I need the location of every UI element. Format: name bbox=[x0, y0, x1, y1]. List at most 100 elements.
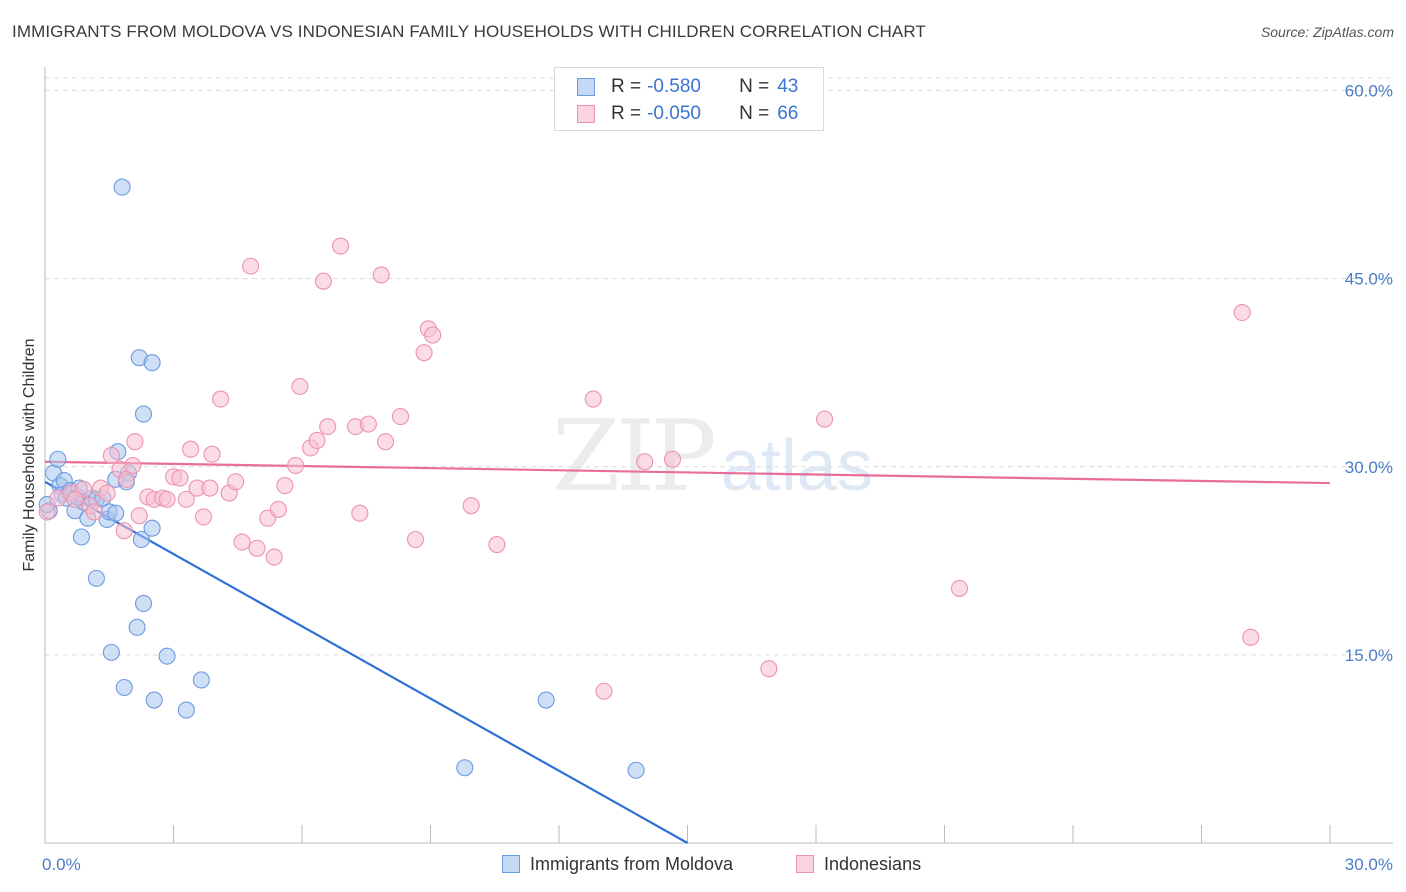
data-point bbox=[115, 678, 133, 697]
data-point bbox=[145, 691, 163, 709]
data-point bbox=[115, 522, 133, 540]
data-point bbox=[816, 410, 834, 428]
data-point bbox=[130, 507, 148, 525]
data-point bbox=[124, 456, 142, 475]
data-point bbox=[158, 490, 176, 508]
y-tick-label: 30.0% bbox=[1345, 458, 1393, 477]
legend-n-label: N = bbox=[739, 103, 770, 124]
data-point bbox=[663, 450, 682, 468]
data-point bbox=[132, 530, 150, 549]
data-point bbox=[227, 473, 245, 491]
data-point bbox=[87, 569, 105, 587]
data-point bbox=[203, 445, 221, 463]
data-point bbox=[1242, 628, 1260, 646]
data-point bbox=[391, 408, 410, 426]
data-point bbox=[760, 660, 778, 678]
data-point bbox=[359, 415, 377, 433]
data-point bbox=[102, 446, 120, 465]
data-point bbox=[456, 759, 474, 777]
data-point bbox=[177, 701, 195, 719]
data-point bbox=[134, 405, 153, 423]
data-point bbox=[49, 450, 67, 468]
data-point bbox=[376, 433, 395, 451]
data-point bbox=[102, 643, 120, 661]
x-tick-label: 30.0% bbox=[1345, 855, 1393, 874]
data-point bbox=[406, 530, 425, 549]
data-point bbox=[72, 528, 90, 546]
data-point bbox=[462, 497, 480, 515]
data-points bbox=[38, 178, 1260, 779]
bottom-legend-label-indonesians: Indonesians bbox=[824, 853, 922, 874]
bottom-legend-indonesians: Indonesians bbox=[796, 852, 921, 876]
bottom-legend-swatch-indonesians bbox=[796, 855, 814, 873]
y-tick-label: 45.0% bbox=[1345, 270, 1393, 289]
data-point bbox=[158, 647, 176, 665]
data-point bbox=[38, 503, 56, 521]
data-point bbox=[212, 390, 230, 408]
data-point bbox=[248, 539, 266, 557]
data-point bbox=[595, 682, 613, 700]
grid-lines bbox=[45, 77, 1393, 656]
data-point bbox=[488, 535, 506, 554]
legend-swatch-moldova bbox=[577, 78, 595, 96]
data-point bbox=[287, 456, 305, 475]
data-point bbox=[143, 354, 161, 372]
data-point bbox=[192, 671, 210, 689]
watermark: ZIP atlas bbox=[552, 400, 873, 514]
trend-line-moldova bbox=[44, 480, 689, 844]
data-point bbox=[269, 500, 287, 518]
watermark-atlas: atlas bbox=[720, 426, 873, 506]
trend-lines bbox=[44, 460, 1331, 844]
data-point bbox=[128, 618, 146, 636]
legend-swatch-indonesians bbox=[577, 105, 595, 123]
data-point bbox=[265, 548, 283, 566]
bottom-legend-swatch-moldova bbox=[502, 855, 520, 873]
legend-n-label: N = bbox=[739, 76, 770, 97]
data-point bbox=[134, 594, 153, 613]
legend-row-moldova: R = -0.580 N = 43 bbox=[577, 76, 798, 98]
data-point bbox=[201, 479, 219, 497]
data-point bbox=[233, 533, 251, 551]
data-point bbox=[242, 257, 260, 275]
series-indonesians bbox=[38, 237, 1260, 700]
data-point bbox=[331, 237, 350, 255]
data-point bbox=[314, 272, 332, 290]
data-point bbox=[636, 453, 654, 471]
data-point bbox=[113, 178, 131, 196]
legend-r-value: -0.050 bbox=[647, 103, 701, 124]
source-label: Source: ZipAtlas.com bbox=[1260, 24, 1394, 40]
data-point bbox=[66, 490, 84, 508]
data-point bbox=[415, 344, 433, 362]
bottom-legend-moldova: Immigrants from Moldova bbox=[502, 852, 733, 876]
legend-n-value: 43 bbox=[777, 76, 799, 97]
data-point bbox=[537, 691, 555, 709]
legend-r-label: R = bbox=[611, 103, 642, 124]
data-point bbox=[98, 484, 116, 502]
legend-r-value: -0.580 bbox=[647, 76, 701, 97]
legend-n-value: 66 bbox=[777, 103, 799, 124]
data-point bbox=[177, 490, 195, 508]
data-point bbox=[117, 470, 135, 488]
x-tick-label: 0.0% bbox=[42, 855, 81, 874]
data-point bbox=[424, 326, 442, 344]
data-point bbox=[308, 431, 326, 449]
data-point bbox=[627, 761, 645, 779]
data-point bbox=[1233, 303, 1251, 322]
watermark-zip: ZIP bbox=[552, 400, 717, 514]
data-point bbox=[126, 433, 144, 451]
trend-line-indonesians bbox=[44, 460, 1331, 485]
stats-legend: R = -0.580 N = 43 R = -0.050 N = 66 bbox=[554, 67, 824, 131]
y-tick-label: 60.0% bbox=[1345, 82, 1393, 101]
data-point bbox=[351, 504, 369, 522]
data-point bbox=[85, 503, 103, 521]
legend-r-label: R = bbox=[611, 76, 642, 97]
data-point bbox=[319, 418, 337, 436]
legend-row-indonesians: R = -0.050 N = 66 bbox=[577, 103, 798, 125]
y-tick-label: 15.0% bbox=[1345, 646, 1393, 665]
axes bbox=[44, 67, 1393, 844]
data-point bbox=[372, 266, 390, 284]
data-point bbox=[276, 477, 294, 495]
data-point bbox=[143, 519, 161, 537]
data-point bbox=[291, 377, 309, 396]
